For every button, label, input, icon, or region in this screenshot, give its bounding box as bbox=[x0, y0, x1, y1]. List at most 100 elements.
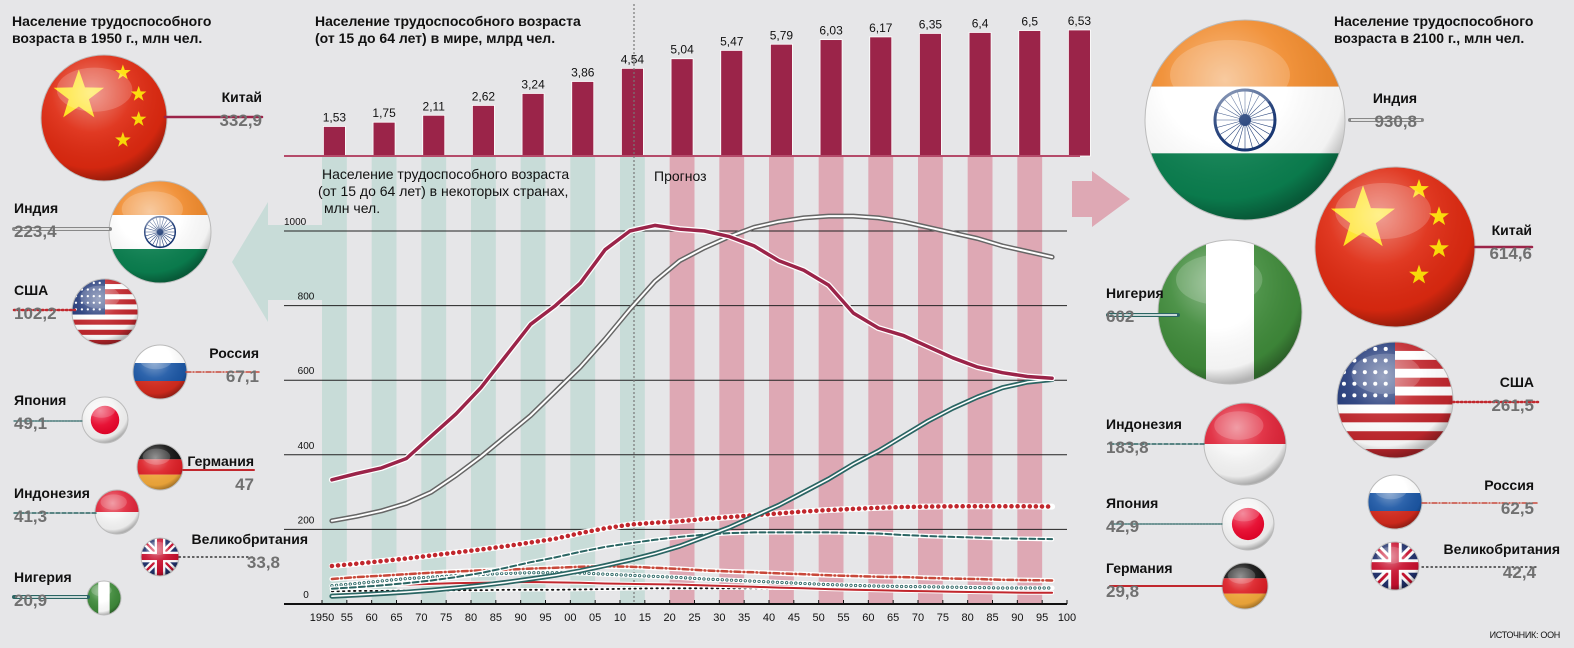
country-name: Нигерия bbox=[14, 569, 72, 585]
star-dot bbox=[74, 288, 78, 291]
flag-gloss bbox=[1337, 342, 1453, 458]
country-value: 223,4 bbox=[14, 222, 57, 241]
bar bbox=[372, 121, 396, 157]
bar bbox=[819, 39, 843, 157]
series-line-stroke bbox=[329, 504, 1055, 569]
source-note: ИСТОЧНИК: ООН bbox=[1489, 630, 1561, 640]
flag-china-2100 bbox=[1314, 166, 1476, 328]
series-line-stroke bbox=[330, 215, 1054, 522]
flag-rim bbox=[1370, 541, 1420, 591]
bar bbox=[770, 43, 793, 157]
series-line-stroke bbox=[330, 223, 1054, 482]
country-value: 42,9 bbox=[1106, 517, 1140, 536]
x-tick-label: 95 bbox=[1036, 612, 1048, 624]
x-tick-label: 15 bbox=[639, 612, 651, 624]
flag-gloss bbox=[1371, 542, 1419, 590]
country-name: Китай bbox=[221, 89, 262, 105]
country-value: 67,1 bbox=[225, 367, 259, 386]
country-name: Германия bbox=[1106, 560, 1173, 576]
x-tick-label: 85 bbox=[490, 612, 502, 624]
flag-india-1950 bbox=[108, 180, 212, 284]
flag-gloss bbox=[137, 444, 183, 490]
x-tick-label: 80 bbox=[962, 612, 974, 624]
country-name: Япония bbox=[1106, 495, 1159, 511]
flag-highlight bbox=[1170, 40, 1290, 110]
country-value: 33,8 bbox=[246, 553, 280, 572]
country-name: Великобритания bbox=[191, 531, 308, 547]
x-tick-label: 20 bbox=[664, 612, 676, 624]
country-name: Россия bbox=[1484, 477, 1534, 493]
flag-gloss bbox=[1145, 20, 1345, 220]
series-line-stroke bbox=[330, 565, 1054, 582]
x-tick-label: 25 bbox=[688, 612, 700, 624]
world-title-line1: Население трудоспособного возраста bbox=[315, 13, 581, 29]
country-value: 261,5 bbox=[1491, 396, 1534, 415]
flag-gloss bbox=[109, 181, 211, 283]
flag-rim bbox=[1367, 474, 1423, 530]
flag-highlight bbox=[121, 191, 183, 227]
flag-highlight bbox=[1214, 411, 1264, 440]
country-value: 62,5 bbox=[1500, 499, 1534, 518]
country-name: Китай bbox=[1491, 222, 1532, 238]
y-tick-label: 200 bbox=[298, 515, 315, 526]
flag-gloss bbox=[1222, 563, 1268, 609]
country-value: 102,2 bbox=[14, 304, 57, 323]
x-tick-label: 50 bbox=[813, 612, 825, 624]
flag-nigeria-1950 bbox=[86, 580, 122, 616]
x-tick-label: 65 bbox=[887, 612, 899, 624]
flag-gloss bbox=[141, 538, 179, 576]
flag-uk-2100 bbox=[1370, 541, 1420, 591]
country-value: 42,4 bbox=[1502, 563, 1536, 582]
x-tick-label: 65 bbox=[390, 612, 402, 624]
flag-highlight bbox=[142, 448, 171, 465]
bar-value-label: 2,62 bbox=[472, 89, 496, 103]
bar-value-label: 2,11 bbox=[423, 99, 446, 113]
country-name: Япония bbox=[14, 392, 67, 408]
forecast-label: Прогноз bbox=[654, 168, 707, 184]
countries-chart-title: Население трудоспособного возраста (от 1… bbox=[318, 166, 569, 217]
country-name: Индия bbox=[14, 200, 59, 216]
y-tick-label: 0 bbox=[303, 590, 309, 601]
series-line-stroke bbox=[331, 378, 1053, 597]
star-dot bbox=[1341, 346, 1346, 351]
country-lines bbox=[328, 213, 1056, 599]
star-dot bbox=[74, 281, 78, 285]
y-tick-label: 800 bbox=[298, 292, 315, 303]
flag-highlight bbox=[56, 67, 133, 112]
y-tick-label: 400 bbox=[298, 441, 315, 452]
left-arrow bbox=[232, 202, 322, 322]
flag-highlight bbox=[1335, 183, 1431, 239]
x-tick-label: 85 bbox=[986, 612, 998, 624]
flag-indonesia-1950 bbox=[94, 489, 140, 535]
flag-russia-2100 bbox=[1367, 474, 1423, 530]
country-name: Индонезия bbox=[1106, 416, 1182, 432]
country-name: США bbox=[1499, 374, 1534, 390]
country-name: Индия bbox=[1372, 90, 1417, 106]
flag-usa-2100 bbox=[1336, 341, 1454, 459]
flag-gloss bbox=[41, 55, 167, 181]
flag-gloss bbox=[95, 490, 139, 534]
bar-value-label: 6,17 bbox=[869, 21, 893, 35]
bar bbox=[1018, 30, 1042, 157]
bar-value-label: 6,03 bbox=[819, 24, 843, 38]
bar bbox=[919, 33, 942, 157]
world-bars: 1,53 1,75 2,11 2,62 3,24 3,86 4,54 5,04 5,47 5,79… bbox=[323, 14, 1091, 157]
x-tick-label: 90 bbox=[515, 612, 527, 624]
flag-highlight bbox=[1176, 254, 1263, 305]
bar bbox=[472, 105, 495, 157]
countries-title-line3: млн чел. bbox=[324, 200, 381, 216]
flag-gloss bbox=[1204, 403, 1286, 485]
country-name: Великобритания bbox=[1443, 541, 1560, 557]
bar bbox=[670, 58, 694, 157]
bar bbox=[720, 50, 744, 157]
x-tick-label: 80 bbox=[465, 612, 477, 624]
x-tick-label: 55 bbox=[837, 612, 849, 624]
x-tick-label: 90 bbox=[1011, 612, 1023, 624]
flag-germany-1950 bbox=[136, 443, 184, 491]
country-value: 47 bbox=[235, 475, 254, 494]
flag-rim bbox=[1157, 239, 1303, 385]
flag-gloss bbox=[87, 581, 121, 615]
flag-india-2100 bbox=[1144, 19, 1346, 221]
bar bbox=[422, 114, 446, 157]
